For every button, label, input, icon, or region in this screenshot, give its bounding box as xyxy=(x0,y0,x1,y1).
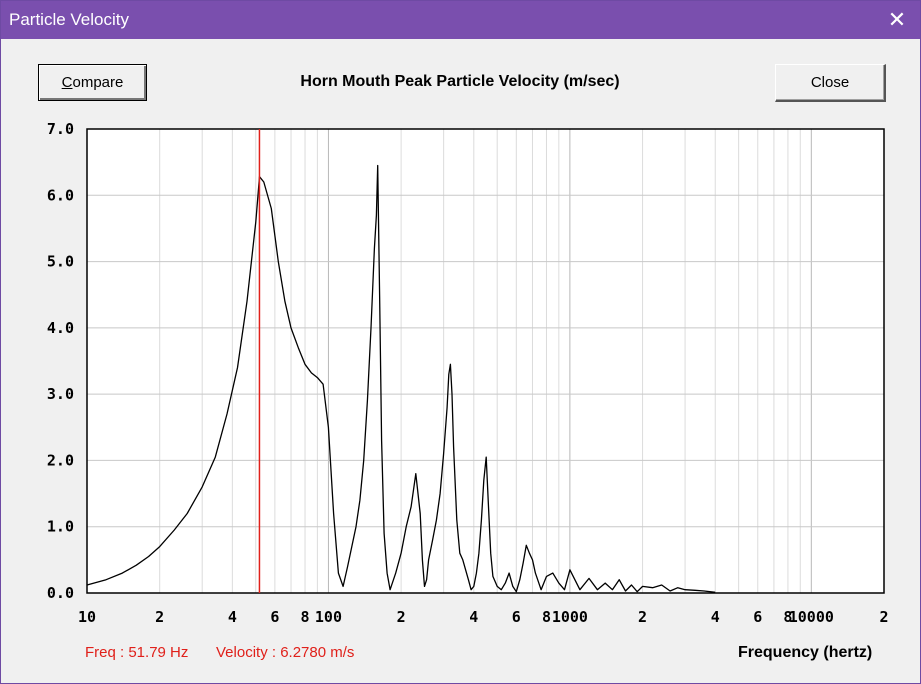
x-tick-label: 4 xyxy=(469,608,478,626)
frequency-readout: Freq : 51.79 Hz xyxy=(85,644,189,661)
x-tick-label: 2 xyxy=(155,608,164,626)
y-tick-label: 5.0 xyxy=(47,253,74,271)
y-tick-label: 7.0 xyxy=(47,120,74,138)
y-tick-label: 4.0 xyxy=(47,319,74,337)
velocity-series-line xyxy=(86,164,716,593)
x-tick-label: 2 xyxy=(879,608,888,626)
plot-area xyxy=(87,129,884,593)
x-tick-label: 4 xyxy=(711,608,720,626)
x-tick-label: 100 xyxy=(315,608,342,626)
x-tick-label: 1000 xyxy=(552,608,588,626)
x-tick-label: 2 xyxy=(397,608,406,626)
x-tick-label: 6 xyxy=(753,608,762,626)
x-axis-label: Frequency (hertz) xyxy=(738,644,873,661)
title-bar: Particle Velocity ✕ xyxy=(1,1,920,39)
plot-frame xyxy=(86,128,885,594)
window-title: Particle Velocity xyxy=(9,10,129,29)
x-tick-label: 6 xyxy=(512,608,521,626)
y-tick-label: 0.0 xyxy=(47,584,74,602)
velocity-readout: Velocity : 6.2780 m/s xyxy=(216,644,355,661)
x-tick-label: 10000 xyxy=(789,608,834,626)
x-tick-label: 8 xyxy=(301,608,310,626)
compare-label: ompare xyxy=(72,74,124,91)
compare-button[interactable]: Compare xyxy=(38,64,147,101)
x-tick-label: 8 xyxy=(542,608,551,626)
y-tick-label: 1.0 xyxy=(47,518,74,536)
y-tick-label: 6.0 xyxy=(47,186,74,204)
chart-title: Horn Mouth Peak Particle Velocity (m/sec… xyxy=(300,73,620,90)
close-icon[interactable]: ✕ xyxy=(887,7,907,32)
x-tick-label: 8 xyxy=(783,608,792,626)
x-tick-label: 10 xyxy=(78,608,96,626)
y-tick-label: 2.0 xyxy=(47,451,74,469)
x-tick-label: 4 xyxy=(228,608,237,626)
x-tick-label: 6 xyxy=(270,608,279,626)
x-tick-label: 2 xyxy=(638,608,647,626)
close-button[interactable]: Close xyxy=(775,64,886,102)
y-tick-label: 3.0 xyxy=(47,385,74,403)
compare-mnemonic: C xyxy=(61,74,73,91)
